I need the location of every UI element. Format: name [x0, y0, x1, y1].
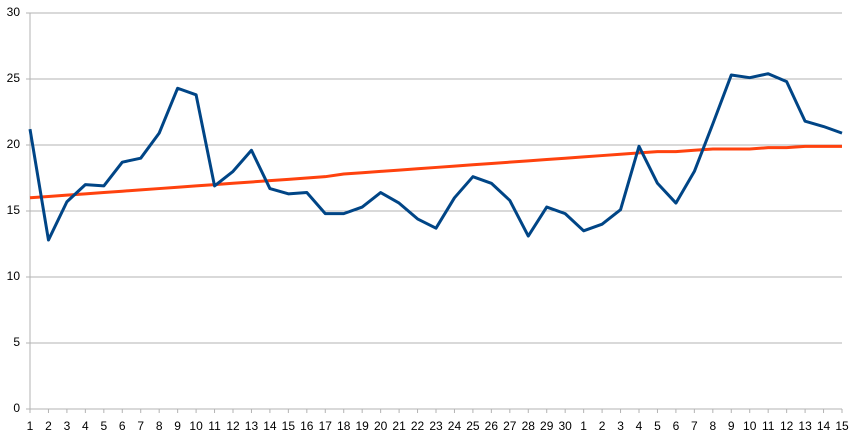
x-tick-label: 29: [540, 419, 554, 433]
x-tick-label: 26: [485, 419, 499, 433]
x-tick-label: 1: [27, 419, 34, 433]
x-tick-label: 2: [599, 419, 606, 433]
y-tick-label: 5: [13, 335, 20, 349]
x-tick-label: 22: [411, 419, 425, 433]
x-tick-label: 30: [559, 419, 573, 433]
x-tick-label: 6: [119, 419, 126, 433]
x-tick-label: 2: [45, 419, 52, 433]
x-tick-label: 8: [709, 419, 716, 433]
x-tick-label: 14: [263, 419, 277, 433]
x-tick-label: 25: [466, 419, 480, 433]
x-tick-label: 18: [337, 419, 351, 433]
x-tick-label: 15: [282, 419, 296, 433]
x-tick-label: 4: [82, 419, 89, 433]
x-tick-label: 13: [245, 419, 259, 433]
x-tick-label: 7: [691, 419, 698, 433]
x-tick-label: 3: [64, 419, 71, 433]
x-tick-label: 11: [208, 419, 221, 433]
x-tick-label: 3: [617, 419, 624, 433]
x-tick-label: 20: [374, 419, 388, 433]
x-tick-label: 6: [673, 419, 680, 433]
x-tick-label: 24: [448, 419, 462, 433]
x-tick-label: 13: [798, 419, 812, 433]
data-line: [28, 72, 843, 242]
x-tick-label: 8: [156, 419, 163, 433]
x-tick-label: 21: [392, 419, 406, 433]
x-tick-label: 11: [762, 419, 775, 433]
y-tick-label: 20: [7, 137, 21, 151]
y-tick-label: 10: [7, 269, 21, 283]
x-tick-label: 5: [654, 419, 661, 433]
y-tick-label: 25: [7, 71, 21, 85]
y-tick-label: 0: [13, 401, 20, 415]
x-tick-label: 5: [100, 419, 107, 433]
x-tick-label: 10: [743, 419, 757, 433]
x-tick-label: 14: [817, 419, 831, 433]
x-tick-label: 7: [137, 419, 144, 433]
x-tick-label: 23: [429, 419, 443, 433]
x-tick-label: 9: [174, 419, 181, 433]
x-tick-label: 12: [226, 419, 240, 433]
y-tick-label: 15: [7, 203, 21, 217]
x-tick-label: 9: [728, 419, 735, 433]
y-tick-label: 30: [7, 5, 21, 19]
x-tick-label: 4: [636, 419, 643, 433]
x-tick-label: 15: [835, 419, 849, 433]
x-tick-label: 17: [319, 419, 333, 433]
x-tick-label: 16: [300, 419, 314, 433]
x-tick-label: 27: [503, 419, 517, 433]
data-line: [29, 144, 842, 200]
x-tick-label: 10: [189, 419, 203, 433]
x-tick-label: 19: [356, 419, 370, 433]
x-tick-label: 12: [780, 419, 794, 433]
x-tick-label: 28: [522, 419, 536, 433]
x-tick-label: 1: [580, 419, 587, 433]
